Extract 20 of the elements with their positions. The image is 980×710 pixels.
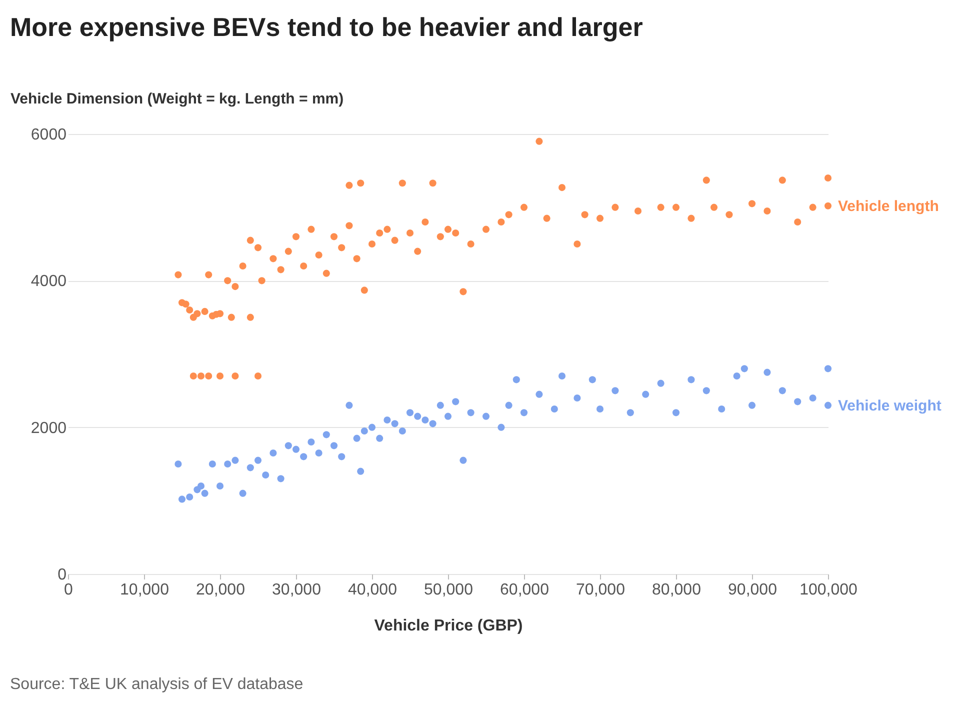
series-label: Vehicle weight (838, 397, 942, 414)
y-tick-label: 4000 (30, 273, 67, 290)
y-tick-label: 6000 (30, 126, 67, 144)
x-tick-label: 40,000 (348, 582, 398, 598)
x-tick-label: 100,000 (800, 582, 858, 598)
series-label: Vehicle length (838, 198, 939, 215)
x-tick-label: 10,000 (120, 582, 170, 598)
source-note: Source: T&E UK analysis of EV database (10, 676, 304, 693)
chart-title: More expensive BEVs tend to be heavier and larger (10, 12, 643, 42)
y-tick-label: 2000 (30, 420, 67, 437)
x-tick-label: 90,000 (728, 582, 778, 598)
x-tick-label: 30,000 (272, 582, 322, 598)
y-axis-title: Vehicle Dimension (Weight = kg. Length = mm) (10, 90, 344, 108)
x-axis-title: Vehicle Price (GBP) (374, 618, 523, 634)
y-tick-label: 0 (58, 566, 67, 584)
x-tick-label: 60,000 (500, 582, 550, 598)
x-tick-label: 70,000 (576, 582, 626, 598)
x-tick-label: 80,000 (652, 582, 702, 598)
x-tick-label: 20,000 (196, 582, 246, 598)
x-tick-label: 50,000 (424, 582, 474, 598)
